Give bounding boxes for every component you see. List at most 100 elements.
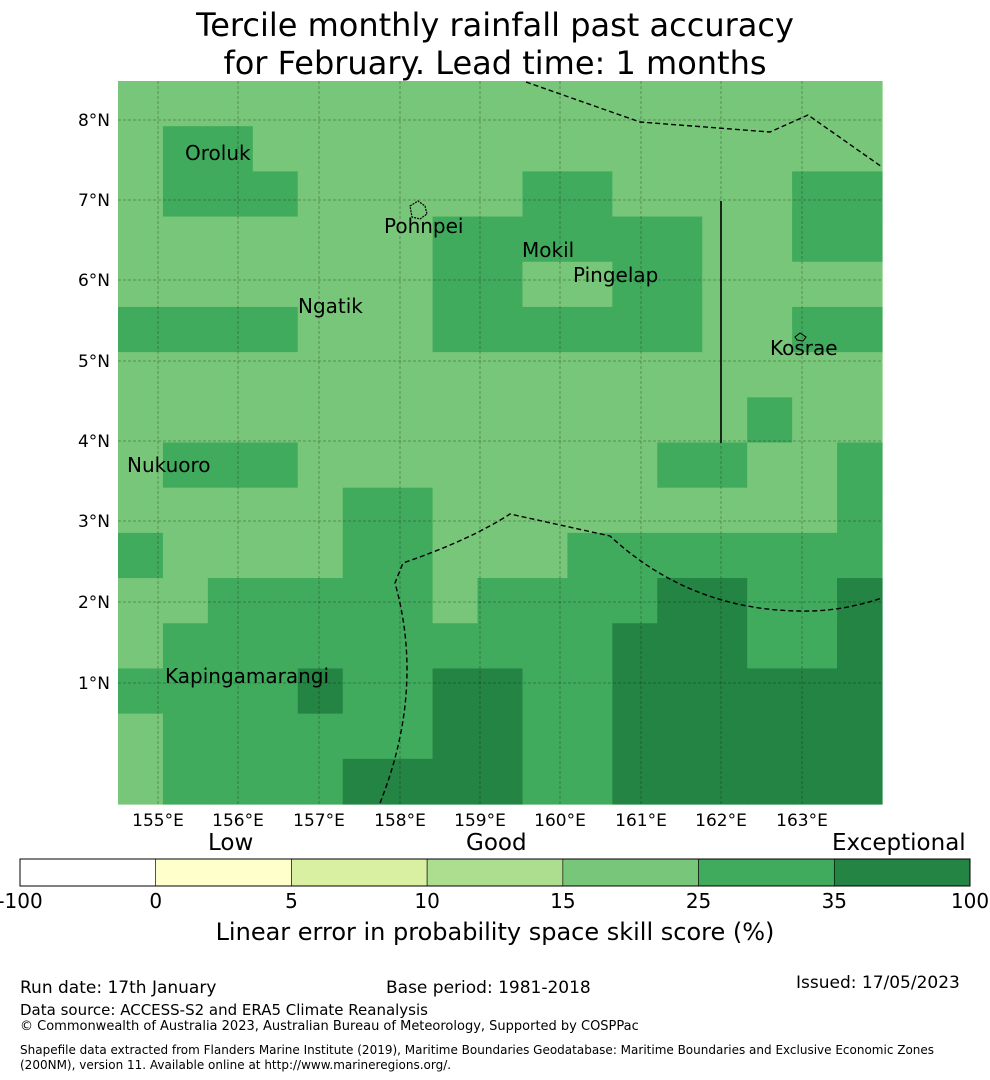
grid-cell	[387, 306, 434, 353]
grid-cell	[207, 81, 254, 127]
grid-cell	[837, 216, 883, 263]
grid-cell	[612, 668, 658, 715]
grid-cell	[612, 532, 658, 579]
grid-cell	[657, 713, 703, 760]
grid-cell	[342, 261, 389, 308]
grid-cell	[747, 578, 793, 624]
grid-cell	[162, 758, 209, 805]
grid-cell	[342, 126, 389, 172]
longitude-tick-label: 159°E	[454, 811, 506, 831]
grid-cell	[702, 306, 748, 353]
grid-cell	[837, 668, 883, 715]
grid-cell	[837, 306, 883, 353]
grid-cell	[657, 532, 703, 579]
grid-cell	[252, 442, 299, 489]
colorbar-category-exceptional: Exceptional	[832, 830, 966, 856]
grid-cell	[252, 81, 299, 127]
grid-cell	[567, 578, 613, 624]
grid-cell	[118, 623, 164, 670]
grid-cell	[432, 261, 479, 308]
colorbar-tick-label: 5	[285, 889, 298, 913]
colorbar-segment	[155, 858, 292, 887]
grid-cell	[657, 306, 703, 353]
grid-cell	[657, 578, 703, 624]
eez-boundary-south	[379, 513, 883, 804]
grid-cell	[837, 532, 883, 579]
grid-cell	[297, 171, 344, 218]
grid-cell	[342, 352, 389, 398]
grid-cell	[432, 487, 479, 534]
data-source: Data source: ACCESS-S2 and ERA5 Climate …	[20, 1001, 428, 1019]
colorbar-segment	[426, 858, 564, 887]
grid-cell	[567, 532, 613, 579]
grid-cell	[657, 352, 703, 398]
grid-cell	[792, 171, 838, 218]
latitude-tick-label: 7°N	[78, 191, 110, 211]
place-label: Pingelap	[573, 263, 658, 287]
grid-cell	[162, 668, 209, 715]
grid-cell	[252, 126, 299, 172]
grid-cell	[252, 623, 299, 670]
grid-cell	[207, 532, 254, 579]
grid-cell	[252, 668, 299, 715]
grid-cell	[477, 758, 524, 805]
grid-cell	[432, 397, 479, 444]
grid-cell	[252, 578, 299, 624]
grid-cell	[118, 532, 164, 579]
grid-cell	[342, 758, 389, 805]
grid-cell	[432, 442, 479, 489]
grid-cell	[612, 442, 658, 489]
grid-cell	[252, 487, 299, 534]
grid-cell	[118, 126, 164, 172]
pohnpei-island-outline	[409, 200, 428, 220]
latitude-tick-label: 4°N	[78, 432, 110, 452]
grid-cell	[387, 216, 434, 263]
grid-cell	[162, 81, 209, 127]
grid-cell	[522, 442, 569, 489]
grid-cell	[162, 306, 209, 353]
longitude-tick-label: 161°E	[615, 811, 667, 831]
grid-cell	[837, 171, 883, 218]
grid-cell	[342, 532, 389, 579]
grid-cell	[522, 487, 569, 534]
grid-cell	[567, 352, 613, 398]
grid-cell	[567, 713, 613, 760]
grid-cell	[567, 261, 613, 308]
grid-cell	[342, 306, 389, 353]
grid-cell	[387, 261, 434, 308]
title-line-1: Tercile monthly rainfall past accuracy	[196, 6, 794, 44]
grid-cell	[297, 216, 344, 263]
grid-cell	[252, 397, 299, 444]
grid-cell	[567, 216, 613, 263]
eez-boundary-north	[525, 81, 883, 168]
grid-cell	[162, 442, 209, 489]
grid-cell	[432, 668, 479, 715]
latitude-tick-label: 8°N	[78, 111, 110, 131]
grid-cell	[477, 668, 524, 715]
longitude-tick-label: 163°E	[776, 811, 828, 831]
grid-cell	[252, 171, 299, 218]
grid-cell	[477, 397, 524, 444]
grid-cell	[747, 306, 793, 353]
grid-cell	[118, 758, 164, 805]
grid-cell	[297, 487, 344, 534]
grid-cell	[477, 352, 524, 398]
grid-cell	[702, 668, 748, 715]
grid-cell	[522, 261, 569, 308]
grid-cell	[477, 442, 524, 489]
grid-cell	[702, 216, 748, 263]
grid-cell	[702, 397, 748, 444]
grid-cell	[657, 758, 703, 805]
latitude-tick-label: 3°N	[78, 512, 110, 532]
grid-cell	[522, 171, 569, 218]
map-title: Tercile monthly rainfall past accuracy f…	[0, 6, 990, 82]
grid-cell	[162, 261, 209, 308]
grid-cell	[252, 352, 299, 398]
grid-cell	[432, 352, 479, 398]
grid-cell	[432, 578, 479, 624]
colorbar-category-low: Low	[208, 830, 254, 856]
grid-cell	[612, 306, 658, 353]
latitude-tick-label: 2°N	[78, 593, 110, 613]
place-label: Oroluk	[185, 141, 251, 165]
grid-cell	[567, 442, 613, 489]
